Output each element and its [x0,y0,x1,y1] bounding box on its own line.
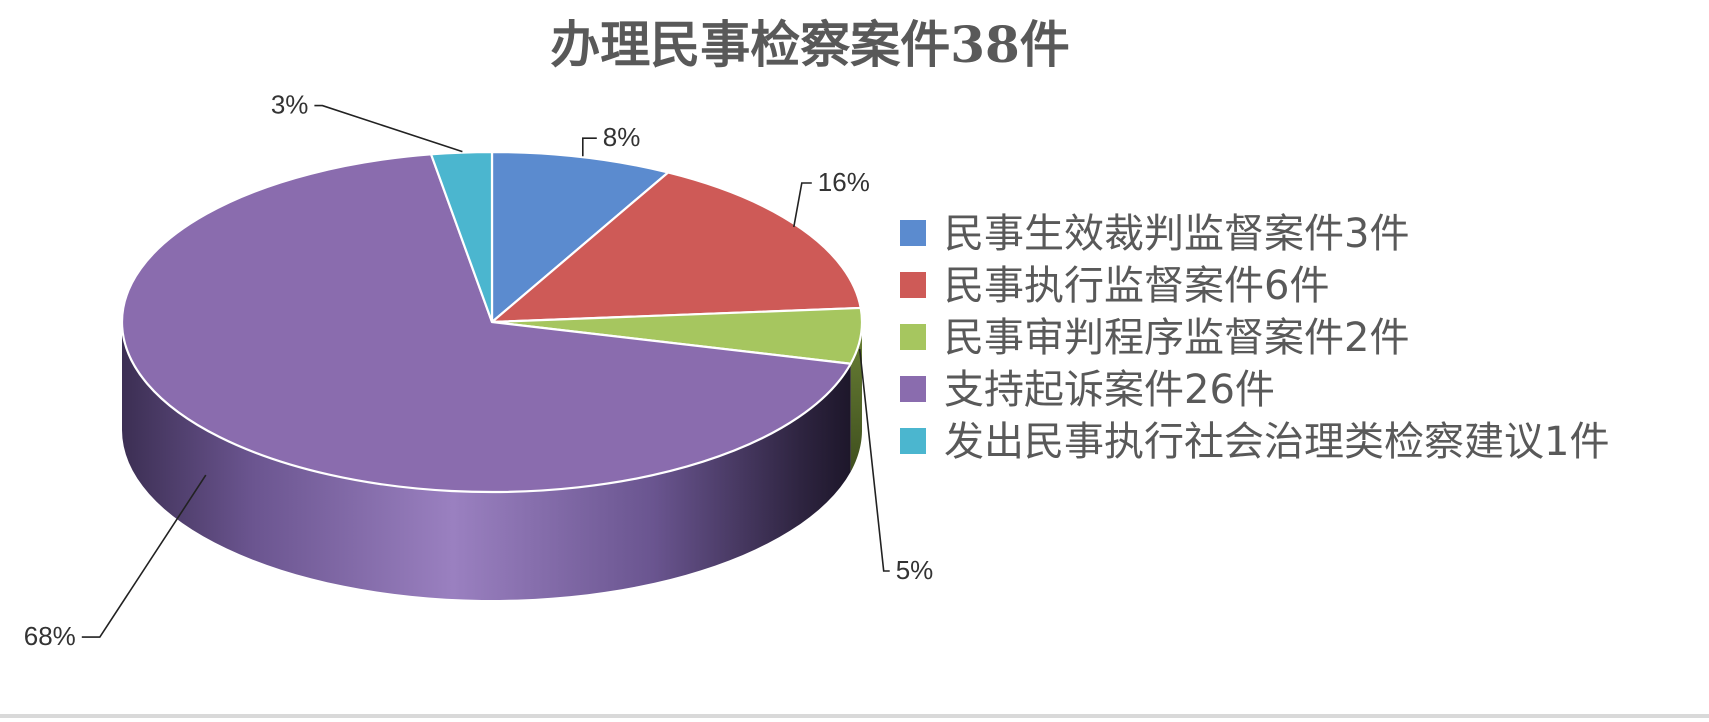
legend-swatch-3 [900,376,926,402]
data-label-3: 68% [24,621,76,651]
legend-label-3: 支持起诉案件26件 [944,367,1275,413]
pie-top-layer [120,150,864,494]
chart-title: 办理民事检察案件38件 [550,15,1070,74]
data-label-0: 8% [603,122,641,152]
pie-slice-0 [490,150,670,324]
pie-slice-1 [490,171,862,324]
leader-line-3 [81,474,207,638]
legend-label-1: 民事执行监督案件6件 [944,263,1329,309]
legend-swatch-0 [900,220,926,246]
leader-line-1 [793,182,812,228]
legend-label-0: 民事生效裁判监督案件3件 [944,211,1409,257]
legend-label-4: 发出民事执行社会治理类检察建议1件 [944,419,1609,465]
pie-slice-4 [430,150,494,324]
data-label-2: 5% [896,555,934,585]
legend-label-2: 民事审判程序监督案件2件 [944,315,1409,361]
leader-line-2 [858,348,890,572]
leader-line-0 [581,137,597,157]
data-labels-layer: 8% 16% 5% 68% 3% [24,90,934,651]
data-label-1: 16% [818,167,870,197]
pie-slice-side-3 [122,322,851,600]
legend: 民事生效裁判监督案件3件民事执行监督案件6件民事审判程序监督案件2件支持起诉案件… [900,211,1609,465]
leader-line-4 [314,104,463,153]
legend-swatch-4 [900,428,926,454]
bottom-divider [0,714,1709,718]
pie-slice-3 [120,153,852,494]
data-label-4: 3% [271,90,309,120]
legend-swatch-1 [900,272,926,298]
legend-swatch-2 [900,324,926,350]
